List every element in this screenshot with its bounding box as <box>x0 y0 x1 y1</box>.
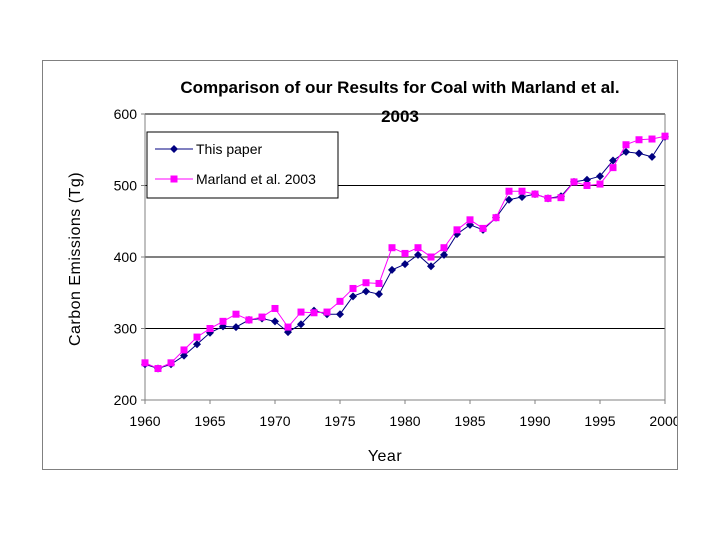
series-0-point-1988 <box>505 195 513 204</box>
x-tick-label-0: 1960 <box>129 413 160 429</box>
series-1-point-1961 <box>154 365 162 373</box>
series <box>141 132 669 373</box>
legend-box <box>146 131 339 199</box>
chart-title-line-1: Comparison of our Results for Coal with … <box>180 78 619 97</box>
x-tick-labels: 1960 1965 1970 1975 1980 1985 1990 1995 2000 <box>129 413 677 429</box>
x-tick-label-3: 1975 <box>324 413 355 429</box>
series-1-point-1977 <box>362 279 370 287</box>
series-1-point-1960 <box>141 359 149 367</box>
line-chart: Comparison of our Results for Coal with … <box>67 78 677 465</box>
chart-title-line-2: 2003 <box>381 107 419 126</box>
series-0-point-1976 <box>349 292 357 301</box>
x-axis-title: Year <box>368 448 403 465</box>
y-tick-label-3: 500 <box>114 178 138 194</box>
y-tick-label-4: 600 <box>114 106 138 122</box>
series-0-point-1994 <box>583 175 591 184</box>
series-1-point-1968 <box>245 316 253 324</box>
series-0-point-1996 <box>609 156 617 165</box>
x-tick-label-1: 1965 <box>194 413 225 429</box>
series-1-point-1962 <box>167 359 175 367</box>
series-1-point-1987 <box>492 214 500 222</box>
y-tick-label-2: 400 <box>114 249 138 265</box>
series-1-point-1988 <box>505 187 513 195</box>
series-0-point-1967 <box>232 323 240 332</box>
y-axis-title: Carbon Emissions (Tg) <box>67 172 84 346</box>
series-1-point-1992 <box>557 194 565 202</box>
series-1-point-1990 <box>531 190 539 198</box>
series-1-point-2000 <box>661 132 669 140</box>
series-1-point-1994 <box>583 182 591 189</box>
series-0-point-1981 <box>414 250 422 259</box>
series-0-point-1997 <box>622 147 630 156</box>
series-1-point-1976 <box>349 284 357 292</box>
series-0-point-1998 <box>635 149 643 158</box>
x-tick-label-4: 1980 <box>389 413 420 429</box>
series-1-point-1979 <box>388 244 396 252</box>
x-tick-label-2: 1970 <box>259 413 290 429</box>
x-tick-label-5: 1985 <box>454 413 485 429</box>
series-1-point-1972 <box>297 308 305 316</box>
series-1-point-1984 <box>453 226 461 234</box>
series-1-point-1981 <box>414 244 422 252</box>
series-0-point-1972 <box>297 320 305 329</box>
series-1-point-1965 <box>206 325 214 332</box>
series-1-point-1995 <box>596 180 604 188</box>
series-0-point-1999 <box>648 152 656 161</box>
series-1-point-1980 <box>401 249 409 257</box>
series-0-point-1980 <box>401 260 409 269</box>
series-0-point-1970 <box>271 317 279 326</box>
series-0-point-1977 <box>362 287 370 296</box>
series-1-point-1975 <box>336 297 344 305</box>
series-1-point-1964 <box>193 333 201 341</box>
x-tick-label-6: 1990 <box>519 413 550 429</box>
series-1-point-1973 <box>310 309 318 317</box>
series-0-point-1978 <box>375 290 383 299</box>
series-1-point-1978 <box>375 279 383 287</box>
legend-marker-marland <box>170 175 178 183</box>
y-tick-label-1: 300 <box>114 321 138 337</box>
series-0-point-1983 <box>440 250 448 259</box>
x-tick-label-8: 2000 <box>649 413 677 429</box>
series-0-point-1995 <box>596 172 604 181</box>
series-0-point-1989 <box>518 192 526 201</box>
chart-frame: Comparison of our Results for Coal with … <box>42 60 678 470</box>
series-1-point-1967 <box>232 310 240 318</box>
series-1-point-1993 <box>570 178 578 186</box>
series-0-point-1979 <box>388 265 396 274</box>
legend-label-this-paper: This paper <box>196 141 262 157</box>
series-1-point-1998 <box>635 136 643 144</box>
series-0-point-1963 <box>180 351 188 360</box>
series-0-point-1982 <box>427 262 435 271</box>
series-1-point-1966 <box>219 317 227 325</box>
y-tick-labels: 200 300 400 500 600 <box>114 106 138 408</box>
y-tick-label-0: 200 <box>114 392 138 408</box>
x-tick-label-7: 1995 <box>584 413 615 429</box>
series-1-point-1991 <box>544 194 552 202</box>
series-1-point-1989 <box>518 187 526 195</box>
axes <box>141 113 666 404</box>
series-1-point-1970 <box>271 304 279 312</box>
series-1-point-1983 <box>440 244 448 252</box>
series-0-point-1975 <box>336 310 344 319</box>
series-1-point-1974 <box>323 308 331 316</box>
series-1-point-1963 <box>180 346 188 354</box>
series-1-point-1996 <box>609 164 617 172</box>
chart-title: Comparison of our Results for Coal with … <box>180 78 619 126</box>
legend-marker-this-paper <box>170 145 178 153</box>
series-1-point-1999 <box>648 135 656 143</box>
series-1-point-1982 <box>427 253 435 261</box>
legend-label-marland: Marland et al. 2003 <box>196 171 316 187</box>
series-1-point-1997 <box>622 141 630 149</box>
series-1-point-1985 <box>466 216 474 224</box>
series-1 <box>141 132 669 373</box>
series-1-point-1986 <box>479 224 487 232</box>
series-1-point-1971 <box>284 323 292 331</box>
series-0-point-1964 <box>193 340 201 349</box>
legend: This paper Marland et al. 2003 <box>146 131 339 199</box>
series-1-point-1969 <box>258 313 266 321</box>
